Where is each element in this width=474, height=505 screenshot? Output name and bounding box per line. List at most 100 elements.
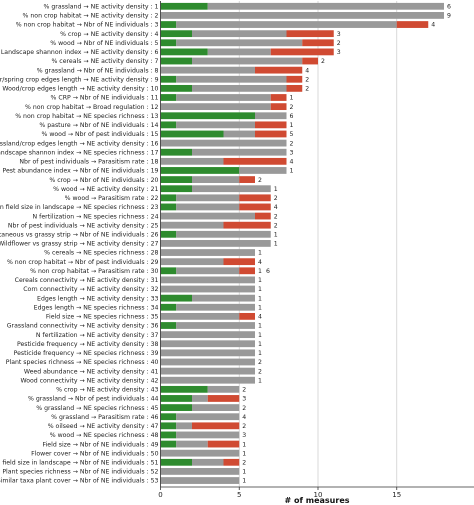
bar-segment-grey [160, 285, 255, 293]
count-label: 2 [274, 195, 278, 202]
bar-segment-grey [160, 468, 240, 475]
bar-segment-red [302, 57, 318, 65]
bar-segment-red [270, 48, 334, 56]
bar-segment-red [239, 312, 255, 320]
bar-segment-red [239, 194, 271, 202]
bar-segment-red [270, 94, 287, 101]
bar-segment-red [223, 157, 287, 165]
row-label: Edges length → NE activity density : 33 [37, 295, 159, 302]
row-label: Flower cover → Nbr of NE individuals : 5… [31, 450, 158, 457]
count-label: 4 [242, 414, 246, 421]
bar-segment-red [207, 440, 240, 448]
bar-segment-green [160, 121, 177, 129]
bar-segment-grey [160, 258, 224, 266]
bar-segment-green [160, 57, 192, 65]
count-label: 4 [274, 204, 278, 211]
count-label: 3 [242, 396, 246, 403]
bar-segment-green [160, 2, 208, 10]
count-label: 2 [242, 423, 246, 430]
bar-segment-grey [160, 212, 255, 220]
bar-segment-grey [176, 75, 287, 83]
bar-segment-green [160, 167, 240, 174]
count-label: 6 [266, 268, 270, 275]
bar-segment-green [160, 39, 177, 47]
bar-segment-green [160, 30, 192, 38]
count-label: 2 [242, 460, 246, 467]
row-label: % non crop habitat → Nbr of pest individ… [7, 259, 159, 266]
count-label: 2 [242, 387, 246, 394]
x-tick-label: 10 [314, 491, 323, 499]
bar-segment-green [160, 413, 177, 421]
bar-segment-red [223, 258, 255, 266]
bar-segment-grey [176, 94, 271, 101]
count-label: 2 [274, 222, 278, 229]
bar-segment-grey [160, 12, 444, 19]
bar-segment-red [255, 66, 303, 74]
bar-segment-grey [160, 340, 255, 348]
count-label: 1 [258, 304, 262, 311]
bar-segment-grey [192, 176, 240, 183]
bar-segment-grey [176, 440, 208, 448]
row-label: Plant species richness → NE species rich… [6, 359, 159, 366]
count-label: 2 [258, 177, 262, 184]
row-label: Nbr of pest individuals → NE activity de… [8, 222, 159, 229]
row-label: Grassland connectivity → NE activity den… [7, 323, 159, 330]
bar-segment-grey [192, 458, 224, 466]
bar-segment-red [286, 75, 303, 83]
row-label: % grassland → NE species richness : 45 [36, 405, 158, 412]
bar-segment-green [160, 94, 177, 101]
row-label: Field size → Nbr of NE individuals : 49 [42, 441, 158, 448]
bar-segment-red [239, 267, 255, 275]
bar-segment-grey [160, 331, 255, 339]
bar-segment-grey [160, 157, 224, 165]
count-label: 4 [290, 159, 294, 166]
bar-segment-grey [160, 376, 255, 384]
bar-segment-red [286, 84, 303, 92]
bar-segment-red [255, 121, 287, 129]
bar-segment-red [396, 21, 429, 28]
bar-segment-grey [176, 322, 255, 329]
count-label: 1 [290, 95, 294, 102]
bar-segment-green [160, 185, 192, 193]
bar-segment-green [160, 194, 177, 202]
bar-segment-grey [192, 294, 255, 302]
row-label: Wood connectivity → NE activity density … [20, 377, 158, 384]
bar-segment-grey [207, 385, 240, 393]
bar-segment-grey [160, 66, 255, 74]
count-label: 1 [258, 377, 262, 384]
bar-segment-green [160, 440, 177, 448]
bar-segment-grey [192, 395, 208, 402]
x-tick-label: 15 [392, 491, 401, 499]
row-label: Pesticide frequency → NE activity densit… [17, 341, 159, 348]
count-label: 1 [290, 168, 294, 175]
row-label: % grassland → Parasitism rate : 46 [51, 414, 158, 421]
count-label: 1 [258, 332, 262, 339]
bar-segment-grey [160, 358, 255, 366]
row-label: % grassland → NE activity density : 1 [44, 4, 159, 11]
bar-segment-grey [176, 431, 240, 439]
count-label: 1 [242, 450, 246, 457]
count-label: 1 [258, 286, 262, 293]
bar-segment-grey [176, 203, 240, 211]
bar-segment-red [223, 458, 240, 466]
count-label: 2 [258, 359, 262, 366]
count-label: 1 [242, 441, 246, 448]
bar-segment-grey [207, 2, 444, 10]
bar-segment-grey [192, 84, 287, 92]
bar-segment-green [160, 458, 192, 466]
x-tick-label: 0 [158, 491, 162, 499]
count-label: 4 [258, 259, 262, 266]
row-label: % crop → Nbr of NE individuals : 20 [49, 177, 158, 184]
bar-segment-grey [176, 267, 240, 275]
bar-segment-grey [160, 221, 224, 229]
count-label: 1 [290, 122, 294, 129]
bar-segment-grey [160, 139, 287, 147]
row-label: % cereals → NE species richness : 28 [44, 250, 158, 257]
bar-segment-green [160, 267, 177, 275]
bar-segment-red [286, 30, 334, 38]
bar-segment-grey [192, 30, 287, 38]
count-label: 9 [447, 13, 451, 20]
row-label: % non crop habitat → Broad regulation : … [25, 104, 159, 111]
bar-segment-red [239, 203, 271, 211]
